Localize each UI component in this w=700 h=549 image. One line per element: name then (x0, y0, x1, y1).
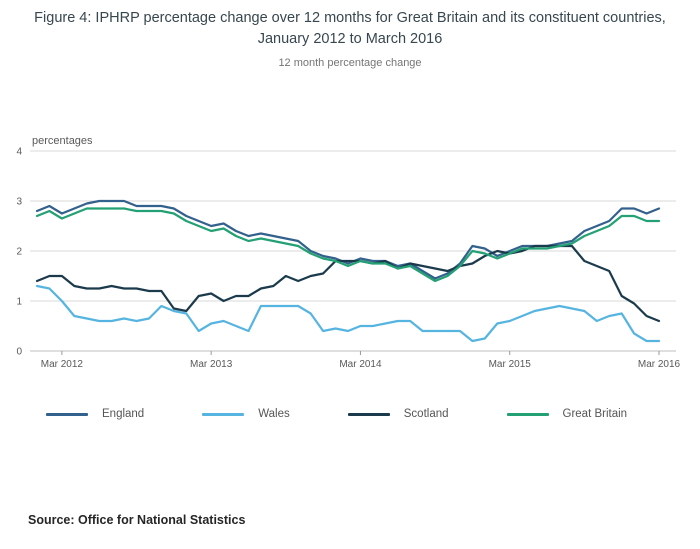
chart-legend: England Wales Scotland Great Britain (46, 408, 680, 420)
chart-title: Figure 4: IPHRP percentage change over 1… (34, 10, 666, 48)
legend-item-scotland: Scotland (347, 408, 449, 420)
series-line-england (35, 199, 661, 280)
legend-item-wales: Wales (202, 408, 290, 420)
legend-item-england: England (46, 408, 144, 420)
legend-label-scotland: Scotland (403, 408, 449, 420)
great-britain-line-swatch-icon (506, 412, 549, 416)
y-axis-unit-label: percentages (32, 135, 97, 147)
line-chart-plot-area: 0 1 2 3 4 Mar 2012 Mar 2013 Mar 2014 Mar 2015 Mar… (16, 147, 681, 371)
y-tick-label-2: 2 (16, 247, 22, 258)
legend-item-great-britain: Great Britain (506, 408, 628, 420)
y-tick-label-1: 1 (16, 297, 22, 308)
source-attribution: Source: Office for National Statistics (28, 513, 246, 527)
x-tick-label-1: Mar 2013 (190, 359, 233, 370)
series-line-scotland (35, 244, 661, 323)
wales-line-swatch-icon (202, 412, 245, 416)
y-tick-label-0: 0 (16, 347, 22, 358)
chart-subtitle: 12 month percentage change (278, 57, 422, 69)
series-line-wales (35, 284, 661, 343)
legend-label-wales: Wales (258, 408, 290, 420)
legend-label-england: England (102, 408, 145, 420)
england-line-swatch-icon (46, 412, 88, 416)
series-line-great-britain (35, 207, 661, 283)
scotland-line-swatch-icon (347, 412, 390, 416)
x-tick-label-0: Mar 2012 (41, 359, 84, 370)
y-tick-label-4: 4 (16, 147, 22, 158)
legend-label-great-britain: Great Britain (562, 408, 628, 420)
x-tick-label-4: Mar 2016 (638, 359, 681, 370)
x-tick-label-2: Mar 2014 (339, 359, 382, 370)
y-tick-label-3: 3 (16, 197, 22, 208)
x-tick-label-3: Mar 2015 (489, 359, 532, 370)
